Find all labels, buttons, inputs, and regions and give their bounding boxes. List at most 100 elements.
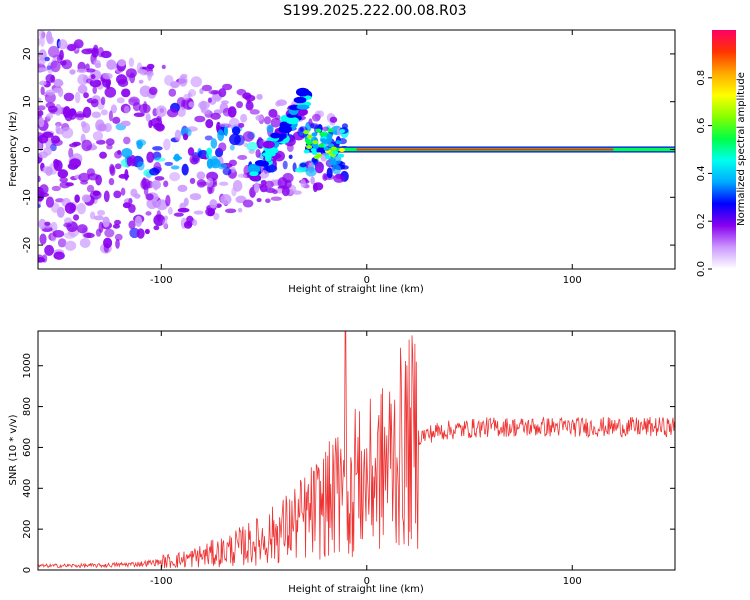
heatmap-blob (228, 117, 240, 129)
heatmap-blob (38, 151, 49, 159)
heatmap-blob (44, 244, 55, 256)
heatmap-blob (177, 184, 188, 193)
snr-y-ticks: 0 200 400 600 800 1000 (22, 353, 675, 573)
heatmap-blob (114, 233, 123, 241)
heatmap-blob (81, 194, 92, 203)
heatmap-blob (249, 171, 259, 177)
heatmap-blob (83, 232, 95, 239)
heatmap-blob (268, 108, 278, 118)
heatmap-blob (281, 186, 290, 197)
heatmap-blob (126, 155, 133, 167)
heatmap-blob (59, 177, 68, 183)
heatmap-blob (130, 188, 138, 197)
heatmap-blob (120, 120, 131, 127)
heatmap-blob (138, 103, 151, 114)
heatmap-blob (294, 167, 307, 173)
snr-panel: -100 0 100 0 200 400 600 800 1000 Height of str… (8, 330, 676, 595)
heatmap-blob (144, 228, 150, 235)
heatmap-blob (90, 98, 99, 108)
heatmap-blob (313, 182, 324, 191)
snr-x-ticks: -100 0 100 (150, 331, 582, 587)
heatmap-blob (116, 74, 128, 85)
heatmap-blob (183, 220, 193, 229)
x-tick-label: -100 (150, 275, 173, 286)
heatmap-blob (100, 109, 108, 116)
spectrogram-x-axis-label: Height of straight line (km) (288, 284, 424, 295)
heatmap-blob (120, 187, 126, 196)
x-tick-label: 100 (563, 576, 582, 587)
heatmap-blob (265, 198, 271, 204)
y-tick-label: -10 (22, 189, 33, 205)
heatmap-blob (272, 189, 278, 195)
heatmap-blob (207, 97, 212, 103)
heatmap-blob (145, 113, 151, 122)
heatmap-blob (242, 199, 254, 208)
heatmap-blob (305, 166, 317, 177)
heatmap-blob (121, 148, 133, 158)
heatmap-blob (177, 207, 190, 213)
heatmap-blob (295, 87, 310, 97)
heatmap-blob (59, 181, 71, 189)
heatmap-blob (303, 149, 310, 154)
y-tick-label: 0 (22, 567, 33, 573)
heatmap-blob (256, 93, 263, 100)
heatmap-blob (64, 111, 73, 122)
heatmap-blob (45, 89, 56, 96)
heatmap-blob (114, 150, 122, 159)
heatmap-blob (89, 211, 96, 220)
heatmap-blob (146, 198, 158, 210)
heatmap-blob (92, 44, 99, 55)
heatmap-blob (146, 71, 154, 77)
heatmap-blob (330, 146, 337, 151)
heatmap-blob (57, 169, 69, 179)
heatmap-blob (170, 81, 180, 89)
heatmap-blob (303, 130, 310, 135)
heatmap-blob (210, 138, 218, 149)
heatmap-blob (278, 124, 292, 134)
heatmap-blob (74, 91, 81, 104)
heatmap-blob (231, 187, 237, 197)
colorbar-tick-label: 0.2 (696, 213, 707, 229)
heatmap-blob (209, 199, 218, 209)
heatmap-blob (255, 114, 264, 122)
heatmap-blob (262, 140, 275, 149)
heatmap-blob (38, 57, 46, 65)
heatmap-blob (153, 225, 160, 231)
heatmap-blob (328, 143, 335, 148)
heatmap-blob (167, 206, 173, 215)
heatmap-blob (122, 202, 131, 209)
heatmap-blob (256, 136, 264, 149)
heatmap-blob (40, 86, 45, 95)
heatmap-blob (77, 73, 89, 86)
heatmap-blob (83, 92, 89, 99)
heatmap-blob (223, 125, 229, 137)
heatmap-blob (45, 196, 55, 208)
heatmap-blob (219, 122, 228, 128)
heatmap-blob (275, 101, 282, 107)
heatmap-blob (163, 180, 169, 188)
heatmap-blob (39, 233, 47, 245)
heatmap-blob (85, 63, 90, 71)
heatmap-blob (81, 48, 94, 55)
heatmap-blob (249, 109, 260, 115)
heatmap-blob (39, 80, 47, 86)
y-tick-label: 200 (22, 520, 33, 539)
heatmap-blob (105, 79, 111, 90)
heatmap-blob (100, 96, 106, 106)
heatmap-blob (311, 132, 318, 137)
heatmap-blob (299, 162, 307, 168)
heatmap-blob (105, 138, 115, 146)
y-tick-label: 20 (22, 48, 33, 61)
heatmap-blob (46, 35, 54, 45)
heatmap-blob (134, 215, 143, 227)
heatmap-blob (68, 147, 74, 159)
heatmap-blob (286, 143, 294, 153)
heatmap-blob (149, 167, 160, 176)
heatmap-blob (335, 140, 342, 145)
heatmap-blob (255, 149, 261, 158)
heatmap-blob (67, 44, 77, 52)
heatmap-blob (227, 106, 237, 118)
heatmap-blob (217, 163, 228, 170)
heatmap-blob (77, 84, 88, 94)
heatmap-blob (263, 116, 272, 125)
